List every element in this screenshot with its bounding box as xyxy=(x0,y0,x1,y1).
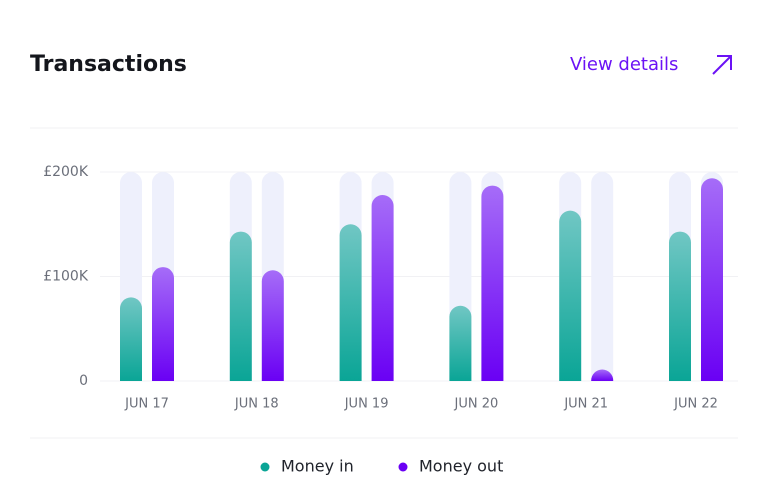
arrow-icon[interactable] xyxy=(712,55,732,75)
bar xyxy=(701,178,723,381)
bar xyxy=(339,224,362,381)
bar xyxy=(669,231,691,381)
bar xyxy=(229,231,252,381)
x-tick-label: JUN 18 xyxy=(234,397,279,412)
card-title: Transactions xyxy=(30,52,187,77)
legend-dot xyxy=(398,462,408,472)
x-tick-label: JUN 19 xyxy=(344,397,389,412)
bar xyxy=(261,270,284,381)
legend-label: Money out xyxy=(419,457,503,476)
x-tick-label: JUN 17 xyxy=(124,397,169,412)
link-text[interactable]: View details xyxy=(570,54,678,75)
bar xyxy=(152,267,174,381)
bar xyxy=(559,210,582,381)
y-tick-label: £200K xyxy=(43,164,89,180)
bar xyxy=(449,305,472,381)
x-tick-label: JUN 22 xyxy=(673,397,718,412)
y-tick-label: £100K xyxy=(43,269,89,285)
x-tick-label: JUN 20 xyxy=(454,397,499,412)
bar-track xyxy=(591,172,614,381)
bar xyxy=(591,369,614,381)
y-tick-label: 0 xyxy=(79,373,88,389)
x-tick-label: JUN 21 xyxy=(563,397,608,412)
bar xyxy=(481,185,504,381)
bar xyxy=(371,194,394,381)
legend-dot xyxy=(260,462,270,472)
bar xyxy=(120,297,142,381)
legend-label: Money in xyxy=(281,457,354,476)
view-details-link[interactable]: View details xyxy=(570,54,732,75)
